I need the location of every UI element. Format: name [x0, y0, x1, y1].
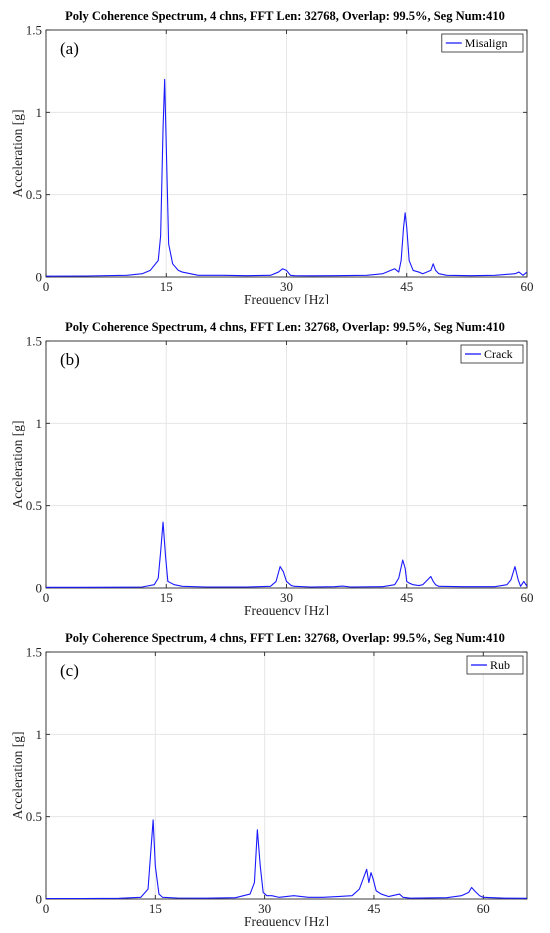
x-tick-label: 15 — [160, 590, 173, 605]
y-tick-label: 1.5 — [26, 334, 42, 349]
legend: Crack — [460, 344, 524, 364]
x-axis-label: Frequency [Hz] — [244, 603, 329, 615]
chart-svg: Poly Coherence Spectrum, 4 chns, FFT Len… — [10, 631, 528, 926]
x-axis-label: Frequency [Hz] — [244, 914, 329, 926]
y-tick-label: 0.5 — [26, 498, 42, 513]
chart-title: Poly Coherence Spectrum, 4 chns, FFT Len… — [65, 631, 505, 645]
x-tick-label: 45 — [400, 590, 413, 605]
x-tick-label: 60 — [521, 279, 534, 294]
legend: Misalign — [441, 33, 524, 53]
legend-box — [460, 344, 524, 364]
y-tick-label: 0 — [36, 581, 43, 596]
x-tick-label: 0 — [43, 590, 50, 605]
y-tick-label: 0.5 — [26, 809, 42, 824]
y-axis-label: Acceleration [g] — [10, 109, 25, 197]
x-tick-label: 60 — [477, 901, 490, 916]
chart-svg: Poly Coherence Spectrum, 4 chns, FFT Len… — [10, 320, 534, 615]
x-tick-label: 45 — [400, 279, 413, 294]
y-tick-label: 1 — [36, 416, 43, 431]
x-tick-label: 30 — [258, 901, 271, 916]
x-tick-label: 0 — [43, 901, 50, 916]
y-tick-label: 1.5 — [26, 645, 42, 660]
x-tick-label: 30 — [280, 590, 293, 605]
panel-label: (b) — [60, 350, 80, 369]
chart-panel-c: Poly Coherence Spectrum, 4 chns, FFT Len… — [0, 622, 550, 926]
chart-svg: Poly Coherence Spectrum, 4 chns, FFT Len… — [10, 9, 534, 304]
y-tick-label: 1 — [36, 727, 43, 742]
legend-box — [441, 33, 524, 53]
y-tick-label: 0 — [36, 892, 43, 907]
y-tick-label: 0 — [36, 270, 43, 285]
series-line-crack — [46, 521, 527, 588]
chart-panel-b: Poly Coherence Spectrum, 4 chns, FFT Len… — [0, 311, 550, 615]
series-line-misalign — [46, 78, 527, 277]
legend: Rub — [466, 655, 524, 675]
axes-frame — [45, 651, 528, 900]
x-tick-label: 60 — [521, 590, 534, 605]
plot-area — [46, 652, 527, 899]
x-tick-label: 0 — [43, 279, 50, 294]
y-tick-label: 1.5 — [26, 23, 42, 38]
y-tick-label: 0.5 — [26, 187, 42, 202]
chart-panel-a: Poly Coherence Spectrum, 4 chns, FFT Len… — [0, 0, 550, 304]
x-tick-label: 15 — [149, 901, 162, 916]
x-axis-label: Frequency [Hz] — [244, 292, 329, 304]
panel-label: (c) — [60, 661, 79, 680]
x-tick-label: 15 — [160, 279, 173, 294]
y-axis-label: Acceleration [g] — [10, 420, 25, 508]
y-axis-label: Acceleration [g] — [10, 731, 25, 819]
chart-title: Poly Coherence Spectrum, 4 chns, FFT Len… — [65, 320, 505, 334]
legend-label: Rub — [490, 658, 510, 672]
panel-label: (a) — [60, 39, 79, 58]
x-tick-label: 30 — [280, 279, 293, 294]
series-line-rub — [46, 819, 527, 899]
x-tick-label: 45 — [367, 901, 380, 916]
legend-box — [466, 655, 524, 675]
legend-label: Misalign — [465, 36, 508, 50]
legend-label: Crack — [484, 347, 513, 361]
y-tick-label: 1 — [36, 105, 43, 120]
chart-title: Poly Coherence Spectrum, 4 chns, FFT Len… — [65, 9, 505, 23]
